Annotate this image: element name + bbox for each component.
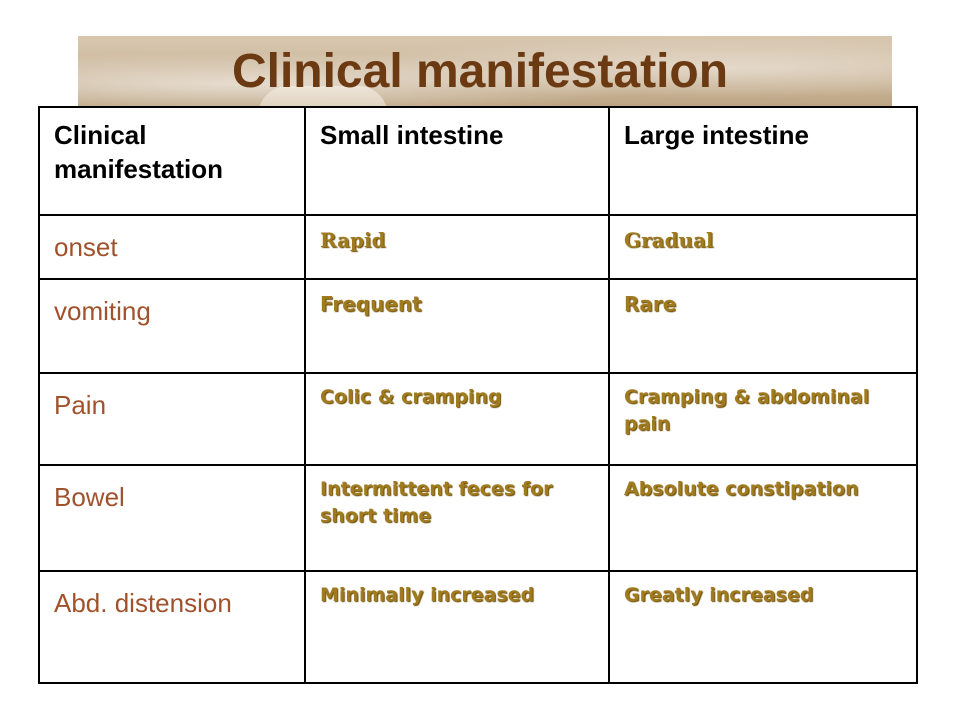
row-label: onset — [54, 232, 118, 262]
title-banner-image — [78, 36, 892, 116]
cell-value: Absolute constipation — [624, 478, 859, 500]
cell-value: Greatly increased — [624, 584, 814, 606]
table-row: onset Rapid Gradual — [38, 214, 918, 280]
large-intestine-cell: Rare — [608, 278, 918, 374]
table-row: Bowel Intermittent feces for short time … — [38, 464, 918, 572]
cell-value: Frequent — [320, 292, 422, 316]
table-row: Abd. distension Minimally increased Grea… — [38, 570, 918, 684]
large-intestine-cell: Gradual — [608, 214, 918, 280]
row-label-cell: onset — [38, 214, 306, 280]
row-label-cell: Bowel — [38, 464, 306, 572]
header-cell: Small intestine — [304, 106, 610, 216]
small-intestine-cell: Intermittent feces for short time — [304, 464, 610, 572]
table-row: Pain Colic & cramping Cramping & abdomin… — [38, 372, 918, 466]
header-label: Clinical manifestation — [54, 120, 224, 184]
row-label-cell: Pain — [38, 372, 306, 466]
large-intestine-cell: Absolute constipation — [608, 464, 918, 572]
row-label-cell: Abd. distension — [38, 570, 306, 684]
cell-value: Cramping & abdominal pain — [624, 386, 870, 435]
small-intestine-cell: Colic & cramping — [304, 372, 610, 466]
comparison-table: Clinical manifestation Small intestine L… — [38, 106, 918, 684]
table-header-row: Clinical manifestation Small intestine L… — [38, 106, 918, 216]
header-cell: Large intestine — [608, 106, 918, 216]
slide-title: Clinical manifestation — [231, 45, 729, 98]
header-cell: Clinical manifestation — [38, 106, 306, 216]
cell-value: Rapid — [320, 228, 386, 252]
row-label: Bowel — [54, 482, 125, 512]
header-label: Large intestine — [624, 120, 809, 150]
row-label: Abd. distension — [54, 588, 232, 618]
cell-value: Rare — [624, 292, 677, 316]
cell-value: Minimally increased — [320, 584, 535, 606]
small-intestine-cell: Minimally increased — [304, 570, 610, 684]
header-label: Small intestine — [320, 120, 504, 150]
cell-value: Gradual — [624, 228, 714, 252]
row-label-cell: vomiting — [38, 278, 306, 374]
small-intestine-cell: Rapid — [304, 214, 610, 280]
cell-value: Colic & cramping — [320, 386, 502, 408]
large-intestine-cell: Greatly increased — [608, 570, 918, 684]
large-intestine-cell: Cramping & abdominal pain — [608, 372, 918, 466]
cell-value: Intermittent feces for short time — [320, 478, 553, 527]
row-label: Pain — [54, 390, 107, 420]
table-row: vomiting Frequent Rare — [38, 278, 918, 374]
small-intestine-cell: Frequent — [304, 278, 610, 374]
row-label: vomiting — [54, 296, 151, 326]
